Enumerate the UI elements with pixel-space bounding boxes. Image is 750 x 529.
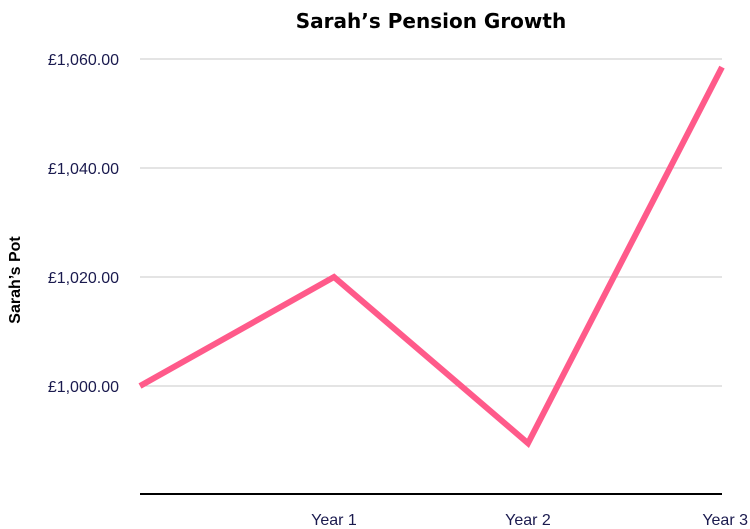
x-tick-label: Year 2 [505, 512, 551, 529]
y-axis-label: Sarah’s Pot [7, 236, 24, 324]
chart-title: Sarah’s Pension Growth [296, 9, 566, 33]
x-tick-label: Year 1 [311, 512, 357, 529]
x-tick-labels: Year 1 Year 2 Year 3 [311, 512, 748, 529]
y-tick-label: £1,060.00 [48, 52, 119, 69]
y-tick-label: £1,000.00 [48, 379, 119, 396]
series-line [138, 65, 725, 448]
x-tick-label: Year 3 [702, 512, 748, 529]
series-layer [138, 65, 725, 448]
y-tick-labels: £1,000.00 £1,020.00 £1,040.00 £1,060.00 [48, 52, 119, 396]
gridlines [140, 58, 722, 387]
y-tick-label: £1,020.00 [48, 270, 119, 287]
y-tick-label: £1,040.00 [48, 161, 119, 178]
